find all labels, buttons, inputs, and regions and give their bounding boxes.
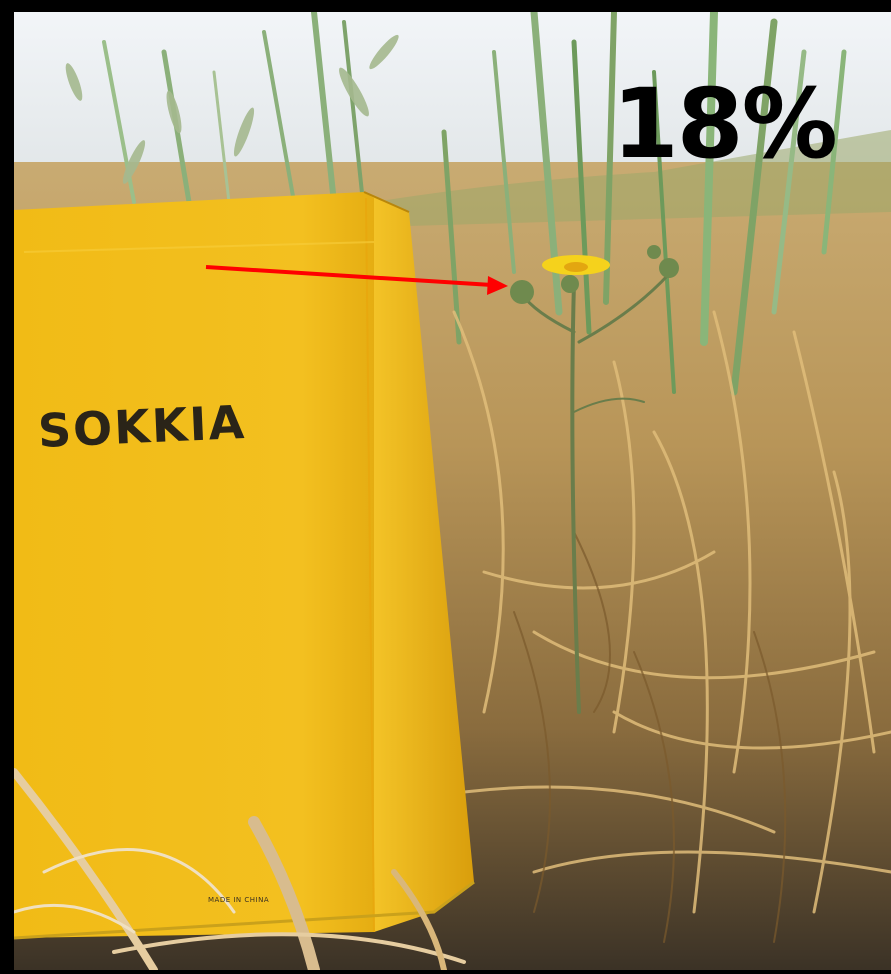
- field-photo: SOKKIA MADE IN CHINA: [14, 12, 891, 970]
- dry-grass: [452, 310, 891, 914]
- case-fine-print: MADE IN CHINA: [208, 896, 270, 904]
- dry-grass-dark: [513, 531, 787, 943]
- flower-buds: [510, 245, 679, 304]
- grass-seedheads: [65, 34, 399, 184]
- percentage-label: 18%: [612, 68, 838, 180]
- yellow-flower: [542, 255, 610, 293]
- case-brand-logo: SOKKIA: [36, 394, 248, 458]
- foreground-straw: [14, 768, 466, 970]
- red-arrow: [205, 265, 508, 295]
- plant: [520, 272, 671, 714]
- grassland-scene: [14, 12, 891, 970]
- yellow-case: [14, 191, 475, 940]
